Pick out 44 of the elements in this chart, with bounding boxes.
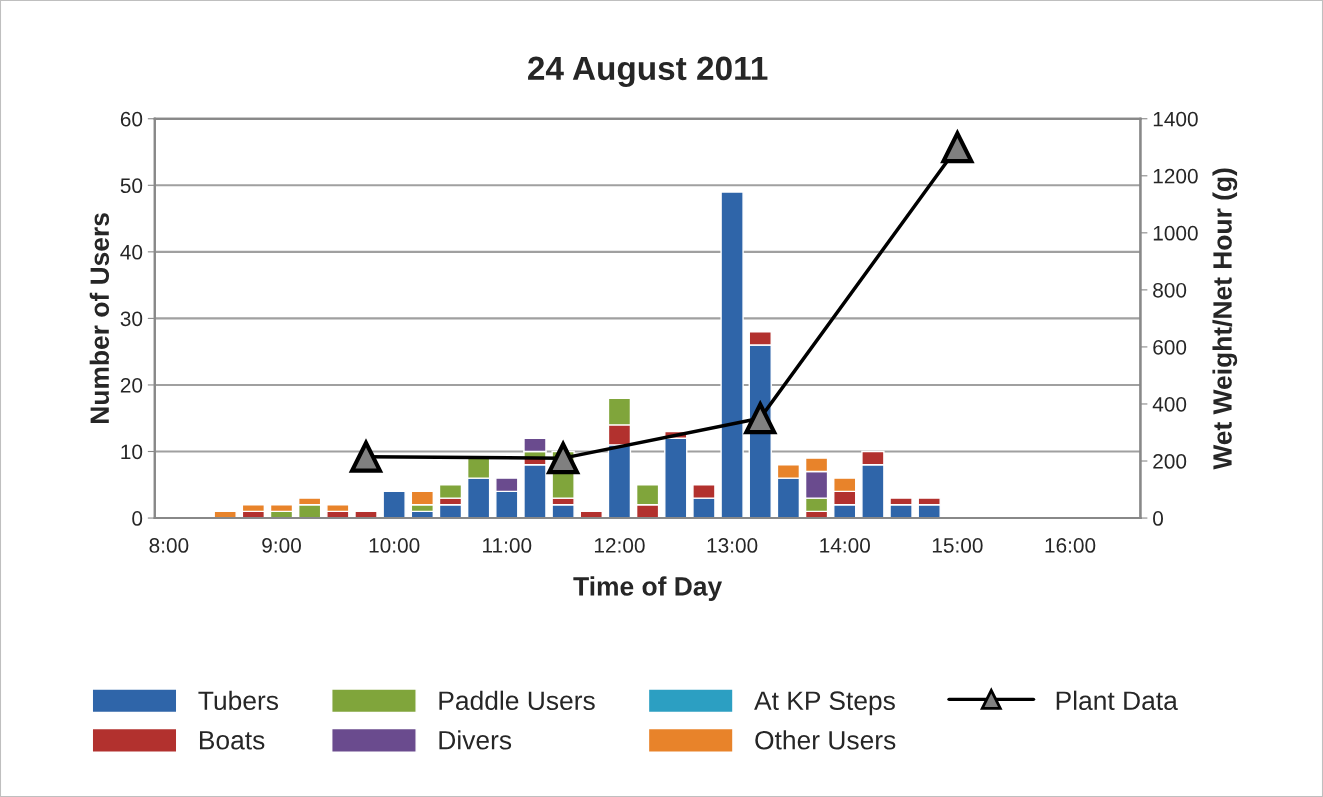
x-tick-label: 9:00 <box>262 538 301 553</box>
y-tick-label: 0 <box>132 511 143 526</box>
y2-tick-label: 1400 <box>1153 111 1198 127</box>
y2-tick-label: 800 <box>1153 282 1187 298</box>
legend-label: Other Users <box>755 730 896 750</box>
y2-tick-label: 0 <box>1153 511 1163 526</box>
y-tick-label: 60 <box>120 111 143 127</box>
x-tick-label: 15:00 <box>932 538 983 553</box>
point <box>348 438 384 473</box>
bar <box>720 191 744 519</box>
y-tick-label: 40 <box>120 244 143 260</box>
y-tick-label: 10 <box>121 444 143 460</box>
bar <box>523 464 547 519</box>
y-axis-title: Number of Users <box>89 213 110 423</box>
y2-tick-label: 1200 <box>1153 168 1198 184</box>
legend-label: Plant Data <box>1056 690 1178 711</box>
y2-axis-title: Wet Weight/Net Hour (g) <box>1212 168 1238 470</box>
x-tick-label: 8:00 <box>149 538 189 553</box>
bar <box>382 490 406 519</box>
x-axis-title: Time of Day <box>573 576 723 601</box>
legend-label: At KP Steps <box>754 691 895 716</box>
bar <box>326 504 350 513</box>
legend-label: Boats <box>199 731 265 750</box>
legend-label: Divers <box>439 730 512 750</box>
x-tick-label: 11:00 <box>483 538 532 553</box>
chart-title: 24 August 2011 <box>528 56 768 87</box>
y2-tick-label: 200 <box>1153 454 1187 469</box>
bar <box>241 504 266 513</box>
y2-tick-label: 600 <box>1153 339 1187 355</box>
x-tick-label: 13:00 <box>707 538 758 553</box>
x-tick-label: 14:00 <box>820 538 870 553</box>
x-tick-label: 10:00 <box>369 538 420 553</box>
point <box>744 402 777 435</box>
bar <box>269 504 294 513</box>
y-tick-label: 30 <box>120 311 143 327</box>
y2-tick-label: 1000 <box>1153 225 1198 241</box>
x-tick-label: 16:00 <box>1045 538 1096 553</box>
legend-label: Tubers <box>198 690 279 711</box>
x-tick-label: 12:00 <box>594 538 645 553</box>
y-tick-label: 50 <box>120 178 143 194</box>
y-tick-label: 20 <box>120 377 143 393</box>
y2-tick-label: 400 <box>1152 396 1187 412</box>
bar <box>523 437 547 453</box>
legend-label: Paddle Users <box>439 690 595 711</box>
